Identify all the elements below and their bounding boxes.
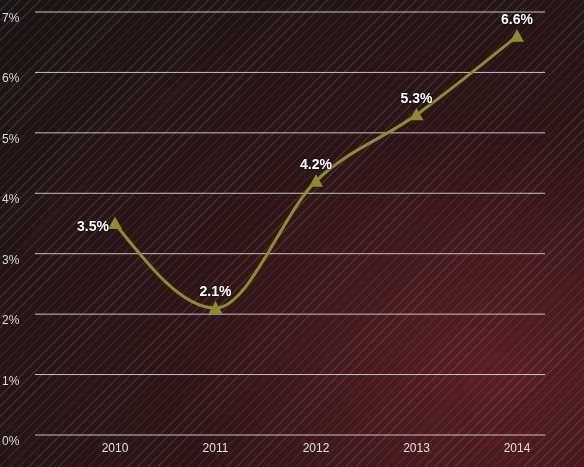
svg-text:0%: 0% <box>2 434 20 448</box>
svg-text:4.2%: 4.2% <box>300 156 332 172</box>
svg-text:1%: 1% <box>2 374 20 388</box>
svg-text:2.1%: 2.1% <box>200 283 232 299</box>
svg-text:3.5%: 3.5% <box>77 218 109 234</box>
svg-text:6.6%: 6.6% <box>501 11 533 27</box>
svg-text:2014: 2014 <box>504 441 531 455</box>
svg-text:2012: 2012 <box>303 441 330 455</box>
svg-text:2%: 2% <box>2 313 20 327</box>
svg-text:2011: 2011 <box>203 441 229 455</box>
svg-text:4%: 4% <box>2 192 20 206</box>
svg-text:2010: 2010 <box>102 441 129 455</box>
svg-text:3%: 3% <box>2 253 20 267</box>
svg-text:5.3%: 5.3% <box>401 90 433 106</box>
svg-text:7%: 7% <box>2 11 20 25</box>
svg-text:2013: 2013 <box>403 441 430 455</box>
svg-text:5%: 5% <box>2 132 20 146</box>
svg-text:6%: 6% <box>2 71 20 85</box>
